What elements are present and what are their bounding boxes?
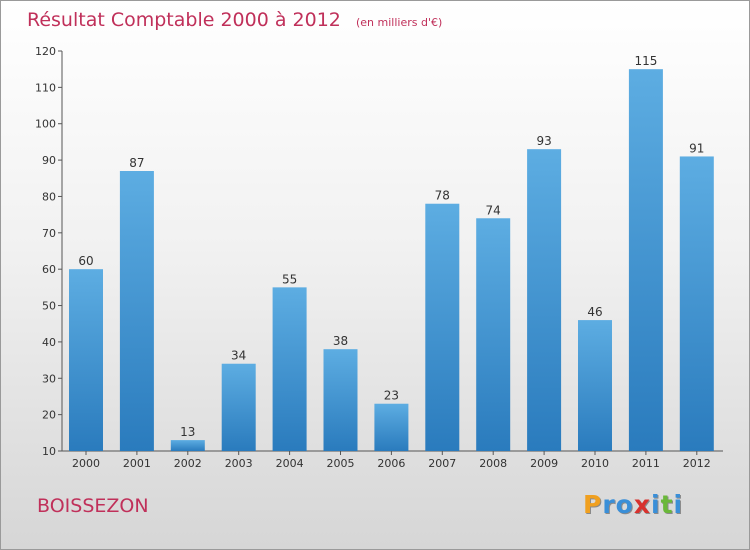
bar-2012 [679,156,714,452]
x-tick-label: 2002 [174,457,202,470]
x-tick-label: 2003 [225,457,253,470]
value-label: 87 [129,156,144,170]
bar-2001 [119,171,154,451]
chart-subtitle: (en milliers d'€) [355,16,443,29]
bar-2007 [425,203,460,451]
y-tick-label: 20 [42,409,56,422]
bar-series [69,69,714,452]
bar-2010 [578,320,612,451]
x-tick-label: 2008 [479,457,507,470]
value-label: 13 [180,425,195,439]
logo-letter: r [602,490,616,519]
y-tick-label: 60 [42,263,56,276]
bar-2004 [272,287,307,451]
x-tick-label: 2006 [377,457,405,470]
logo-letter: i [651,490,661,519]
bar-2002 [170,440,205,451]
logo-letter: t [660,490,674,519]
bar-2011 [628,69,663,451]
x-tick-label: 2011 [632,457,660,470]
value-label: 60 [78,254,93,268]
y-tick-label: 90 [42,154,56,167]
logo-letter: i [673,490,684,519]
logo-letter: o [615,490,634,519]
y-tick-label: 100 [35,118,56,131]
value-label: 46 [587,305,602,319]
bar-2005 [323,349,358,451]
x-tick-label: 2000 [72,457,100,470]
x-tick-label: 2005 [327,457,355,470]
y-tick-label: 40 [42,336,56,349]
value-label: 115 [634,54,657,68]
x-tick-label: 2001 [123,457,151,470]
x-tick-label: 2012 [683,457,711,470]
value-label: 91 [689,141,704,155]
location-name: BOISSEZON [37,495,149,517]
y-tick-label: 70 [42,227,56,240]
y-tick-label: 30 [42,372,56,385]
value-label: 34 [231,349,246,363]
value-label: 38 [333,334,348,348]
chart-labels: 10 20 30 40 50 60 70 80 90 100 110 120 2000 60 2001 87 2… [35,45,711,470]
x-tick-label: 2007 [428,457,456,470]
y-tick-label: 10 [42,445,56,458]
y-tick-label: 120 [35,45,56,58]
bar-2009 [527,149,562,451]
bar-2006 [374,403,409,451]
logo-letter: x [633,490,651,519]
y-tick-label: 80 [42,190,56,203]
x-tick-label: 2004 [276,457,304,470]
title-row: Résultat Comptable 2000 à 2012 (en milli… [27,9,442,31]
bar-2000 [69,269,103,451]
value-label: 55 [282,272,297,286]
bar-2003 [221,363,256,451]
y-tick-label: 110 [35,81,56,94]
bar-2008 [476,218,511,451]
chart-title: Résultat Comptable 2000 à 2012 [27,9,341,31]
logo-letter: P [583,490,603,519]
value-label: 23 [384,389,399,403]
proxiti-logo: Proxiti [583,490,683,519]
value-label: 78 [435,189,450,203]
value-label: 74 [486,203,501,217]
x-tick-label: 2010 [581,457,609,470]
value-label: 93 [536,134,551,148]
x-tick-label: 2009 [530,457,558,470]
y-tick-label: 50 [42,300,56,313]
